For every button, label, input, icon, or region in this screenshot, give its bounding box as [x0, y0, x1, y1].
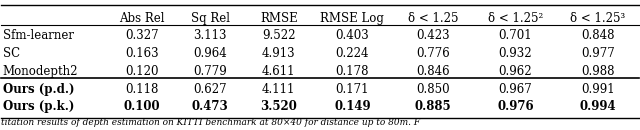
Text: 0.100: 0.100 [124, 100, 160, 113]
Text: 3.520: 3.520 [260, 100, 297, 113]
Text: 0.991: 0.991 [581, 83, 615, 96]
Text: 0.962: 0.962 [499, 65, 532, 78]
Text: 0.149: 0.149 [334, 100, 371, 113]
Text: 0.701: 0.701 [499, 29, 532, 42]
Text: 0.327: 0.327 [125, 29, 159, 42]
Text: Ours (p.k.): Ours (p.k.) [3, 100, 74, 113]
Text: 0.885: 0.885 [415, 100, 451, 113]
Text: 0.994: 0.994 [580, 100, 616, 113]
Text: 0.850: 0.850 [416, 83, 450, 96]
Text: 9.522: 9.522 [262, 29, 296, 42]
Text: 0.964: 0.964 [193, 47, 227, 60]
Text: 0.846: 0.846 [416, 65, 450, 78]
Text: 0.988: 0.988 [581, 65, 615, 78]
Text: 0.163: 0.163 [125, 47, 159, 60]
Text: 0.403: 0.403 [335, 29, 369, 42]
Text: 4.611: 4.611 [262, 65, 296, 78]
Text: 4.913: 4.913 [262, 47, 296, 60]
Text: 0.118: 0.118 [125, 83, 159, 96]
Text: Sq Rel: Sq Rel [191, 12, 230, 25]
Text: 0.171: 0.171 [335, 83, 369, 96]
Text: 0.976: 0.976 [497, 100, 534, 113]
Text: RMSE Log: RMSE Log [321, 12, 385, 25]
Text: 3.113: 3.113 [193, 29, 227, 42]
Text: δ < 1.25: δ < 1.25 [408, 12, 458, 25]
Text: 0.423: 0.423 [416, 29, 450, 42]
Text: SC: SC [3, 47, 20, 60]
Text: titation results of depth estimation on KITTI benchmark at 80×40 for distance up: titation results of depth estimation on … [1, 118, 420, 127]
Text: 0.224: 0.224 [335, 47, 369, 60]
Text: Monodepth2: Monodepth2 [3, 65, 78, 78]
Text: 0.977: 0.977 [581, 47, 615, 60]
Text: Sfm-learner: Sfm-learner [3, 29, 74, 42]
Text: 0.932: 0.932 [499, 47, 532, 60]
Text: δ < 1.25³: δ < 1.25³ [570, 12, 626, 25]
Text: 0.776: 0.776 [416, 47, 450, 60]
Text: 4.111: 4.111 [262, 83, 296, 96]
Text: 0.779: 0.779 [193, 65, 227, 78]
Text: 0.967: 0.967 [499, 83, 532, 96]
Text: 0.178: 0.178 [335, 65, 369, 78]
Text: δ < 1.25²: δ < 1.25² [488, 12, 543, 25]
Text: Abs Rel: Abs Rel [119, 12, 164, 25]
Text: 0.627: 0.627 [193, 83, 227, 96]
Text: RMSE: RMSE [260, 12, 298, 25]
Text: 0.473: 0.473 [192, 100, 228, 113]
Text: Ours (p.d.): Ours (p.d.) [3, 83, 74, 96]
Text: 0.848: 0.848 [581, 29, 615, 42]
Text: 0.120: 0.120 [125, 65, 159, 78]
